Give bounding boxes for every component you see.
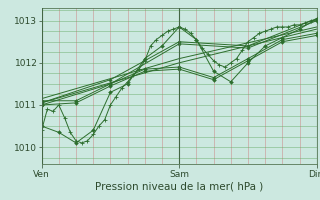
X-axis label: Pression niveau de la mer( hPa ): Pression niveau de la mer( hPa ) [95,181,263,191]
